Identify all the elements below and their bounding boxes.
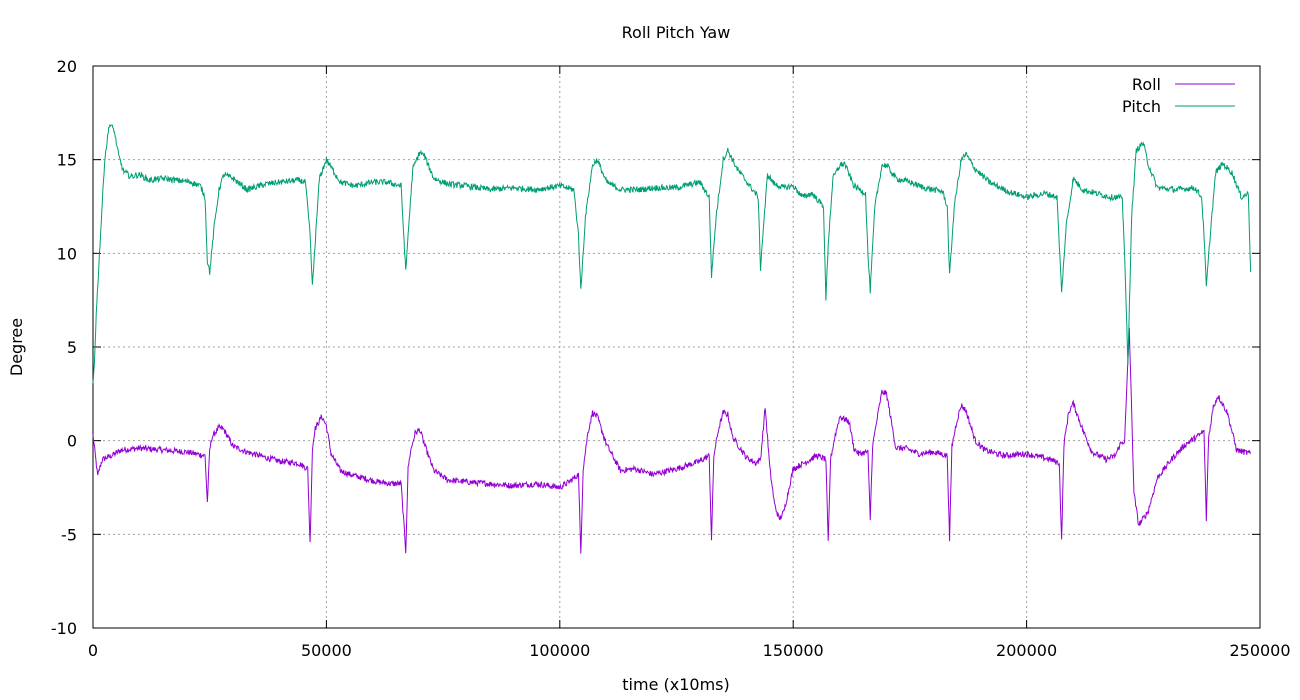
- series-group: [92, 123, 1252, 554]
- y-tick-label: 15: [57, 151, 77, 170]
- x-axis-label: time (x10ms): [622, 675, 729, 694]
- y-axis: -10 -5 0 5 10 15 20: [51, 57, 1260, 638]
- x-tick-label: 250000: [1229, 641, 1290, 660]
- legend: Roll Pitch: [1122, 75, 1235, 116]
- x-tick-label: 100000: [529, 641, 590, 660]
- x-tick-label: 0: [88, 641, 98, 660]
- y-tick-label: -10: [51, 619, 77, 638]
- legend-label-pitch: Pitch: [1122, 97, 1161, 116]
- series-line-roll: [92, 327, 1252, 554]
- y-tick-label: 0: [67, 432, 77, 451]
- y-tick-label: 5: [67, 338, 77, 357]
- y-axis-label: Degree: [7, 318, 26, 376]
- x-tick-label: 50000: [301, 641, 352, 660]
- chart-title: Roll Pitch Yaw: [622, 23, 731, 42]
- y-tick-label: -5: [61, 525, 77, 544]
- y-tick-label: 20: [57, 57, 77, 76]
- grid-lines: [93, 66, 1260, 628]
- x-axis: 0 50000 100000 150000 200000 250000: [88, 66, 1291, 660]
- y-tick-label: 10: [57, 244, 77, 263]
- x-tick-label: 200000: [996, 641, 1057, 660]
- series-line-pitch: [92, 123, 1252, 384]
- legend-label-roll: Roll: [1132, 75, 1161, 94]
- x-tick-label: 150000: [763, 641, 824, 660]
